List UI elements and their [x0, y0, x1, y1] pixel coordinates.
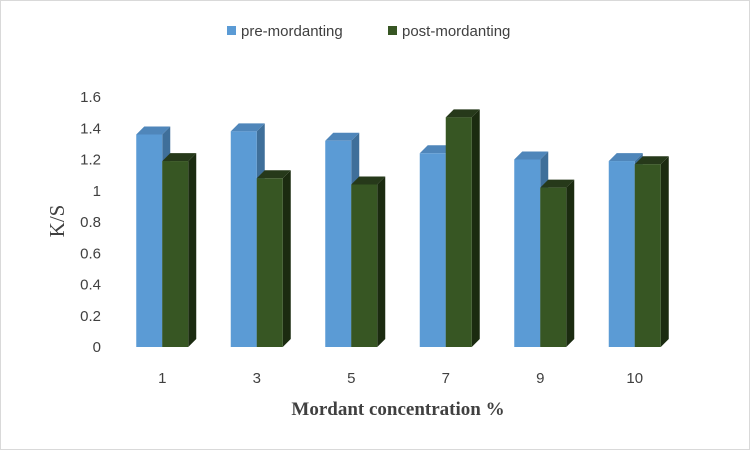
bar-top: [136, 126, 171, 135]
x-tick-label: 9: [536, 370, 544, 387]
y-tick-label: 0.4: [80, 277, 101, 294]
y-axis-title: K/S: [45, 205, 69, 238]
bars: [136, 109, 669, 347]
bar-front: [608, 161, 635, 347]
bar-front: [230, 131, 257, 347]
bar-post-mordanting-1: [162, 153, 197, 347]
bar-front: [351, 184, 378, 347]
bar-top: [540, 179, 575, 188]
x-tick-label: 5: [347, 370, 355, 387]
x-axis-title: Mordant concentration %: [291, 399, 504, 420]
bar-post-mordanting-5: [351, 176, 386, 347]
bar-top: [608, 153, 643, 162]
y-tick-label: 1: [93, 183, 101, 200]
bar-front: [256, 178, 283, 347]
bar-top: [445, 109, 480, 118]
bar-top: [514, 151, 549, 160]
x-tick-label: 3: [253, 370, 261, 387]
bar-side: [188, 153, 197, 347]
y-tick-label: 0.8: [80, 214, 101, 231]
bar-top: [351, 176, 386, 185]
bar-front: [136, 134, 163, 347]
bar-front: [634, 164, 661, 347]
bar-top: [419, 145, 454, 154]
bar-top: [230, 123, 265, 132]
y-tick-label: 1.6: [80, 89, 101, 106]
legend-label-pre-mordanting: pre-mordanting: [241, 23, 343, 40]
bar-front: [445, 117, 472, 347]
x-axis-ticks: 1 3 5 7 9 10: [158, 370, 643, 387]
bar-top: [256, 170, 291, 179]
legend-label-post-mordanting: post-mordanting: [402, 23, 510, 40]
y-tick-label: 0.6: [80, 245, 101, 262]
y-axis-ticks: 0 0.2 0.4 0.6 0.8 1 1.2 1.4 1.6: [80, 89, 101, 356]
bar-front: [162, 161, 189, 347]
y-tick-label: 0: [93, 339, 101, 356]
legend-swatch-pre-mordanting: [227, 26, 236, 35]
x-tick-label: 7: [442, 370, 450, 387]
bar-front: [540, 187, 567, 347]
bar-side: [471, 109, 480, 347]
y-tick-label: 0.2: [80, 308, 101, 325]
x-tick-label: 10: [626, 370, 643, 387]
bar-top: [162, 153, 197, 162]
legend-swatch-post-mordanting: [388, 26, 397, 35]
bar-side: [282, 170, 291, 347]
legend: pre-mordanting post-mordanting: [227, 23, 510, 40]
bar-post-mordanting-10: [634, 156, 669, 347]
bar-side: [660, 156, 669, 347]
bar-front: [514, 159, 541, 347]
y-tick-label: 1.4: [80, 120, 101, 137]
bar-top: [634, 156, 669, 165]
bar-front: [419, 153, 446, 347]
y-tick-label: 1.2: [80, 152, 101, 169]
bar-side: [566, 179, 575, 347]
bar-post-mordanting-9: [540, 179, 575, 347]
bar-post-mordanting-3: [256, 170, 291, 347]
bar-side: [377, 176, 386, 347]
bar-top: [325, 132, 360, 141]
bar-post-mordanting-7: [445, 109, 480, 347]
bar-front: [325, 140, 352, 347]
x-tick-label: 1: [158, 370, 166, 387]
